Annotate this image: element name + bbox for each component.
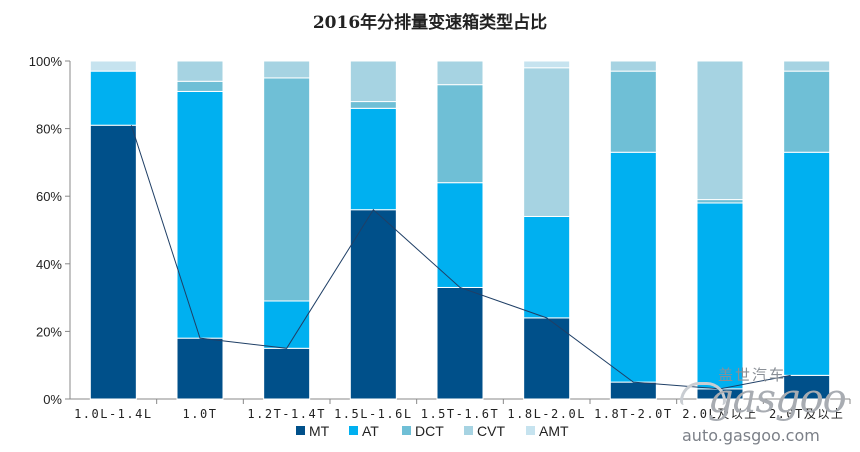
x-tick-label: 1.5T-1.6T [421, 407, 500, 421]
bar-mt [263, 347, 311, 400]
bar-mt [523, 317, 571, 400]
bar-at [696, 202, 744, 390]
bar-amt [523, 60, 571, 69]
x-tick-label: 2.0L及以上 [682, 407, 757, 421]
x-tick-label: 1.0T [183, 407, 218, 421]
legend-swatch-cvt [464, 426, 473, 435]
y-tick-label: 100% [29, 54, 63, 69]
bar-at [349, 107, 397, 211]
chart-title: 2016年分排量变速箱类型占比 [313, 12, 547, 33]
x-tick-label: 1.8T-2.0T [594, 407, 673, 421]
bar-mt [609, 381, 657, 400]
legend-label-cvt: CVT [477, 423, 505, 439]
bar-mt [176, 337, 224, 400]
bar-cvt [609, 60, 657, 72]
bar-mt [436, 286, 484, 400]
x-tick-label: 1.8L-2.0L [507, 407, 586, 421]
bar-dct [436, 84, 484, 184]
y-tick-label: 80% [36, 122, 62, 137]
bar-at [436, 182, 484, 288]
bar-mt [349, 209, 397, 400]
bar-dct [176, 80, 224, 92]
bar-at [89, 70, 137, 126]
bar-cvt [436, 60, 484, 86]
bar-dct [783, 70, 831, 153]
x-tick-label: 1.2T-1.4T [247, 407, 326, 421]
bar-dct [349, 101, 397, 109]
legend-swatch-dct [402, 426, 411, 435]
bar-cvt [263, 60, 311, 79]
bar-at [263, 300, 311, 349]
bar-at [783, 151, 831, 376]
x-tick-label: 2.0T及以上 [769, 407, 844, 421]
bar-dct [696, 199, 744, 204]
bar-mt [89, 124, 137, 400]
legend-swatch-at [349, 426, 358, 435]
x-tick-label: 1.5L-1.6L [334, 407, 413, 421]
legend-label-amt: AMT [539, 423, 569, 439]
car-logo-icon [680, 382, 726, 405]
bar-at [176, 90, 224, 339]
legend-label-at: AT [362, 423, 379, 439]
bar-amt [89, 60, 137, 72]
x-tick-label: 1.0L-1.4L [74, 407, 153, 421]
watermark-cn: 盖世汽车 [718, 366, 787, 384]
bar-cvt [783, 60, 831, 72]
y-tick-label: 20% [36, 324, 62, 339]
bar-dct [609, 70, 657, 153]
bar-cvt [523, 67, 571, 217]
legend-swatch-amt [526, 426, 535, 435]
watermark-logo: gasgoo [708, 376, 847, 422]
gasgoo-watermark: 盖世汽车 gasgoo auto.gasgoo.com [672, 364, 858, 450]
y-tick-label: 60% [36, 189, 62, 204]
y-tick-label: 40% [36, 257, 62, 272]
y-tick-label: 0% [43, 392, 62, 407]
legend-label-mt: MT [309, 423, 330, 439]
bar-cvt [176, 60, 224, 82]
bar-cvt [349, 60, 397, 103]
legend-swatch-mt [296, 426, 305, 435]
bar-at [523, 215, 571, 319]
bar-at [609, 151, 657, 383]
watermark-url: auto.gasgoo.com [682, 426, 820, 445]
bar-cvt [696, 60, 744, 201]
bar-dct [263, 77, 311, 302]
legend-label-dct: DCT [415, 423, 444, 439]
